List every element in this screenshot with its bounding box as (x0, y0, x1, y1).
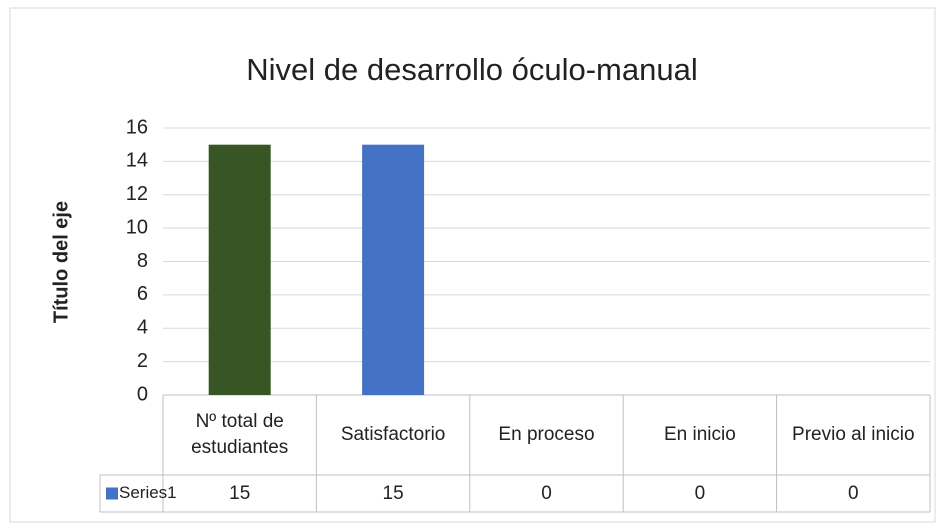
legend-label: Series1 (119, 483, 177, 503)
table-value: 0 (541, 482, 552, 504)
table-value: 15 (229, 482, 251, 504)
y-tick-label: 4 (137, 317, 148, 339)
y-tick-label: 8 (137, 250, 148, 272)
chart-border (9, 7, 936, 523)
y-tick-label: 0 (137, 383, 148, 405)
x-tick-label: Previo al inicio (792, 424, 915, 446)
y-tick-label: 12 (126, 183, 148, 205)
bar (208, 144, 271, 395)
y-tick-label: 2 (137, 350, 148, 372)
x-tick-label: En proceso (498, 424, 595, 446)
x-tick-label: En inicio (663, 424, 736, 446)
x-tick-label: Nº total de estudiantes (191, 411, 289, 458)
y-tick-label: 16 (126, 116, 148, 138)
table-value: 15 (382, 482, 404, 504)
y-axis-title: Título del eje (50, 201, 72, 323)
bar (362, 144, 425, 395)
chart-title: Nivel de desarrollo óculo-manual (246, 52, 697, 87)
legend-key (106, 487, 118, 500)
y-tick-label: 6 (137, 283, 148, 305)
table-value: 0 (694, 482, 706, 504)
x-tick-label: Satisfactorio (340, 424, 446, 446)
table-value: 0 (848, 482, 859, 504)
y-tick-label: 14 (126, 150, 148, 172)
y-tick-label: 10 (126, 216, 148, 238)
